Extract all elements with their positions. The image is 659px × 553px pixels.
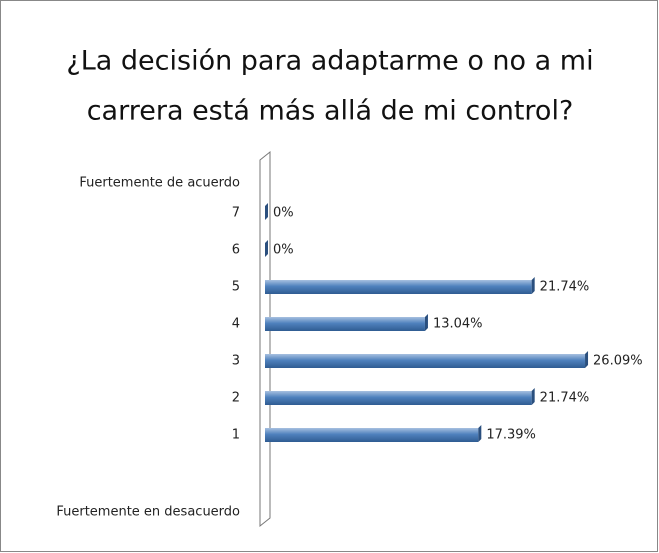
bar-side <box>265 240 268 257</box>
value-label: 21.74% <box>540 280 590 295</box>
annotation: Fuertemente en desacuerdo <box>56 505 240 520</box>
bar-side <box>478 425 482 442</box>
y-tick-label: 3 <box>232 354 240 369</box>
bar-side <box>424 314 428 331</box>
y-tick-label: 2 <box>232 391 240 406</box>
value-label: 17.39% <box>486 428 536 443</box>
y-tick-label: 6 <box>232 243 240 258</box>
bar-side <box>585 351 589 368</box>
bar-side <box>265 203 268 220</box>
value-label: 21.74% <box>540 391 590 406</box>
bar <box>265 428 479 442</box>
chart-title: carrera está más allá de mi control? <box>87 96 574 127</box>
y-tick-label: 1 <box>232 428 240 443</box>
value-label: 0% <box>273 206 294 221</box>
y-tick-label: 4 <box>232 317 240 332</box>
y-tick-label: 7 <box>232 206 240 221</box>
bar-side <box>531 388 535 405</box>
bar <box>265 391 532 405</box>
bar <box>265 280 532 294</box>
value-label: 13.04% <box>433 317 483 332</box>
bar-side <box>531 277 535 294</box>
chart-title: ¿La decisión para adaptarme o no a mi <box>66 46 593 77</box>
value-label: 0% <box>273 243 294 258</box>
bar <box>265 317 425 331</box>
annotation: Fuertemente de acuerdo <box>79 176 240 191</box>
y-tick-label: 5 <box>232 280 240 295</box>
bar <box>265 354 586 368</box>
value-label: 26.09% <box>593 354 643 369</box>
